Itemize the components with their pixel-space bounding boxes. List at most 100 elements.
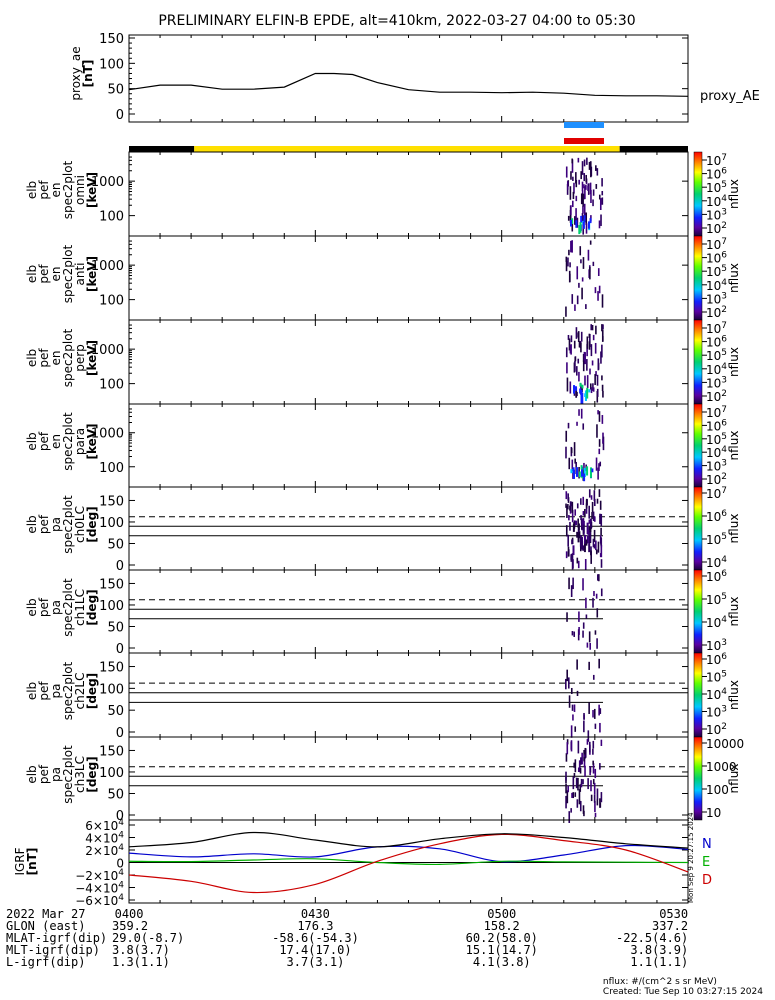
ylabel-line: elb (25, 349, 39, 367)
spectrogram-cell (586, 344, 588, 357)
pa-cell (592, 740, 595, 749)
spectrogram-cell (573, 442, 576, 457)
spectrogram-cell (569, 186, 572, 200)
ytick-label: 0 (116, 809, 124, 824)
pa-cell (596, 608, 599, 618)
pa-cell (591, 501, 594, 513)
colorbar-label: nflux (727, 514, 741, 544)
spectrogram-cell (596, 374, 599, 386)
pa-cell (590, 780, 592, 792)
pa-cell (568, 677, 570, 689)
ylabel-line: spec2plot (61, 495, 75, 554)
ytick-label: 0 (116, 857, 124, 871)
spectrogram-cell (567, 422, 570, 429)
pa-cell (586, 739, 589, 745)
orbit-info-value: 359.2 (112, 919, 149, 933)
ylabel-line: en (49, 351, 63, 366)
spectrogram-cell (601, 190, 604, 196)
ytick-label: 150 (99, 32, 124, 47)
pa-cell (587, 778, 589, 790)
bfield-line-N (128, 844, 689, 863)
pa-cell (585, 597, 587, 609)
spectrogram-cell (598, 220, 601, 229)
pa-cell (600, 513, 603, 527)
spectrogram-cell (582, 206, 584, 214)
pa-cell (572, 714, 574, 721)
ylabel-line: omni (73, 175, 87, 205)
spectrogram-cell (597, 268, 600, 276)
spectrogram-cell (571, 459, 574, 472)
colorbar-tick-label: 107 (706, 321, 727, 336)
ylabel-line: elb (25, 765, 39, 783)
ylabel-line: pef (37, 764, 51, 784)
ylabel-line: elb (25, 181, 39, 199)
panel-frame (128, 319, 689, 405)
spectrogram-cell (600, 214, 602, 226)
spectrogram-cell (580, 171, 582, 180)
ytick-label: 100 (99, 294, 124, 309)
pa-cell (577, 560, 580, 569)
ylabel-line: [deg] (85, 506, 99, 542)
spectrogram-cell (580, 193, 583, 205)
pa-cell (595, 549, 598, 555)
spectrogram-cell (575, 195, 578, 202)
pa-cell (566, 790, 569, 804)
colorbar-label: nflux (727, 347, 741, 377)
spectrogram-cell (576, 217, 579, 228)
pa-cell (577, 777, 579, 791)
ytick-label: 0 (116, 559, 124, 574)
pa-cell (573, 704, 576, 712)
spectrogram-cell (583, 351, 586, 361)
spectrogram-cell (578, 282, 580, 288)
spectrogram-cell (580, 389, 583, 398)
spectrogram-cell (587, 185, 589, 191)
spec-para-panel: 1001000elbpefenspec2plotpara[keV]1071061… (25, 403, 741, 488)
colorbar-tick-label: 104 (706, 278, 727, 293)
spectrogram-cell (594, 342, 597, 354)
ytick-label: 1000 (91, 343, 124, 358)
pa-cell (570, 585, 573, 597)
spectrogram-cell (589, 218, 592, 224)
ylabel-line: elb (25, 682, 39, 700)
orbit-info-value: 3.7(3.1) (286, 955, 345, 969)
colorbar-tick-label: 100 (706, 783, 729, 797)
colorbar-tick-label: 106 (706, 167, 727, 182)
pa-cell (576, 659, 578, 670)
spectrogram-cell (596, 388, 599, 397)
spectrogram-cell (590, 166, 592, 178)
pa-cell (566, 612, 568, 622)
colorbar-tick-label: 105 (706, 264, 727, 279)
pa-cell (582, 622, 585, 629)
pa-cell (578, 789, 581, 801)
spectrogram-cell (581, 392, 584, 404)
ylabel-line: ch1LC (73, 589, 87, 626)
proxy-ae-legend: proxy_AE (700, 89, 760, 104)
spectrogram-cell (592, 261, 595, 267)
ylabel-line: [nT] (81, 60, 95, 88)
spectrogram-cell (579, 222, 582, 233)
proxy-ae-line (128, 72, 689, 97)
ytick-label: 100 (99, 599, 124, 614)
colorbar-label: nflux (727, 764, 741, 794)
colorbar-tick-label: 105 (706, 180, 727, 195)
pa-cell (592, 710, 594, 718)
spectrogram-cell (572, 467, 575, 473)
pa-cell (593, 782, 596, 795)
spectrogram-cell (574, 356, 577, 362)
pa-cell (584, 559, 587, 570)
pa-cell (594, 723, 597, 729)
spectrogram-cell (568, 338, 571, 351)
pa-cell (571, 539, 574, 545)
spectrogram-cell (583, 218, 586, 223)
colorbar-tick-label: 105 (706, 592, 727, 607)
spectrogram-cell (583, 203, 586, 216)
ytick-label: 50 (107, 537, 124, 552)
pa-cell (583, 541, 586, 553)
orbit-info-value: -58.6(-54.3) (272, 931, 359, 945)
pa-cell (598, 489, 601, 497)
spectrogram-cell (596, 424, 598, 438)
ytick-label: −2×104 (75, 868, 124, 883)
